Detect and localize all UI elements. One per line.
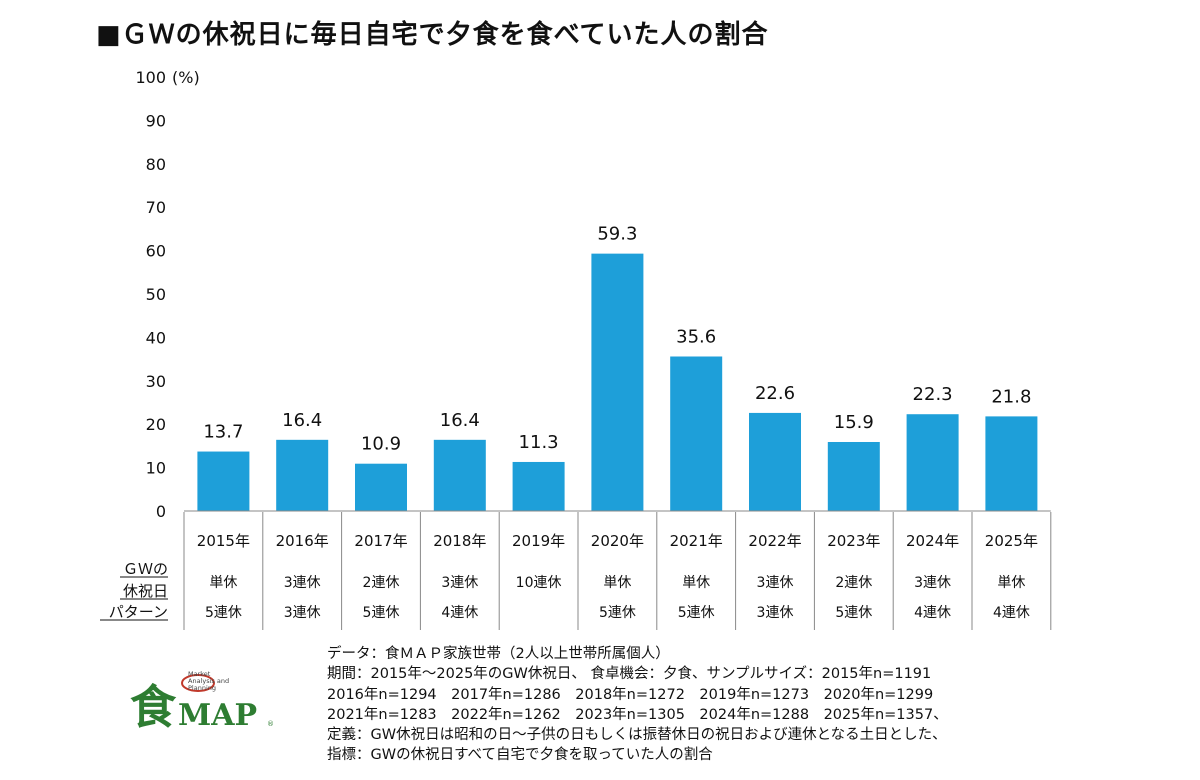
pattern-cell: 3連休 [284,575,321,591]
y-tick-label: 60 [146,242,166,261]
y-tick-label: 90 [146,111,166,130]
y-axis: 0 10 20 30 40 50 60 70 80 90 100 (%) [135,68,199,521]
logo-registered: ® [267,720,274,728]
bar-value-label: 22.6 [755,383,795,404]
pattern-cell: 3連休 [284,605,321,621]
x-tick-label: 2016年 [276,532,329,550]
pattern-cell: 4連休 [441,605,478,621]
y-tick-label: 80 [146,155,166,174]
pattern-cell: 5連休 [205,605,242,621]
bar [670,356,723,511]
pattern-cell: 5連休 [599,605,636,621]
x-tick-label: 2017年 [354,532,407,550]
pattern-header-label: ＧＷの [123,560,168,578]
x-tick-label: 2020年 [591,532,644,550]
bar [906,414,959,511]
page-title: ■ＧＷの休祝日に毎日自宅で夕食を食べていた人の割合 [96,20,769,50]
pattern-cell: 4連休 [993,605,1030,621]
y-tick-label: 50 [146,285,166,304]
bar-value-label: 11.3 [519,432,559,453]
y-tick-label: 100 [135,68,166,87]
pattern-cell: 5連休 [835,605,872,621]
y-tick-label: 10 [146,459,166,478]
pattern-cell: 5連休 [678,605,715,621]
logo-kanji: 食 [130,680,177,734]
pattern-cell: 2連休 [835,575,872,591]
pattern-cell: 単休 [209,575,237,591]
bar-value-label: 10.9 [361,434,401,455]
x-tick-label: 2024年 [906,532,959,550]
pattern-cell: 3連休 [757,605,794,621]
logo-tagline: Planning [188,684,216,692]
pattern-cell: 3連休 [914,575,951,591]
bar-chart: 0 10 20 30 40 50 60 70 80 90 100 (%) 13.7 16.4 10.9 16… [100,68,1052,630]
value-labels: 13.7 16.4 10.9 16.4 11.3 59.3 35.6 22.6 15.9 22.3… [203,224,1031,455]
bar-value-label: 13.7 [203,422,243,443]
logo-tagline: Market [188,670,211,678]
note-line: 2016年n=1294 2017年n=1286 2018年n=1272 2019… [327,686,934,703]
bar [591,253,644,511]
bar [276,439,329,511]
pattern-cell: 2連休 [363,575,400,591]
bar [355,463,407,511]
bar-value-label: 59.3 [597,224,637,245]
note-line: 指標：GWの休祝日すべて自宅で夕食を取っていた人の割合 [327,747,713,764]
note-line: データ：食ＭＡＰ家族世帯（2人以上世帯所属個人） [327,646,670,662]
bar [197,451,250,511]
bar-value-label: 22.3 [913,384,953,405]
pattern-cell: 4連休 [914,605,951,621]
y-tick-label: 0 [156,502,166,521]
pattern-cell: 3連休 [757,575,794,591]
bar-value-label: 21.8 [991,386,1031,407]
y-axis-unit: (%) [172,68,200,87]
source-notes: データ：食ＭＡＰ家族世帯（2人以上世帯所属個人） 期間：2015年～2025年の… [327,644,948,766]
y-tick-label: 40 [146,328,166,347]
note-line: 2021年n=1283 2022年n=1262 2023年n=1305 2024… [327,706,948,723]
shokumap-logo: 食 MAP ® Market Analysis and Planning [130,670,274,734]
bar-value-label: 15.9 [834,412,874,433]
x-tick-label: 2021年 [670,532,723,550]
y-tick-label: 20 [146,415,166,434]
pattern-header-label: パターン [109,603,168,621]
pattern-cell: 3連休 [441,575,478,591]
y-tick-label: 70 [146,198,166,217]
pattern-header-label: 休祝日 [123,582,168,600]
bar-value-label: 35.6 [676,326,716,347]
x-tick-label: 2015年 [197,532,250,550]
bar [749,412,801,511]
bar-value-label: 16.4 [282,410,322,431]
logo-tagline: Analysis and [188,677,229,685]
x-tick-label: 2018年 [433,532,486,550]
bar [512,461,565,511]
bar-value-label: 16.4 [440,410,480,431]
bars [197,253,1038,511]
y-tick-label: 30 [146,372,166,391]
bar [985,416,1038,511]
note-line: 期間：2015年～2025年のGW休祝日、 食卓機会：夕食、サンプルサイズ：20… [327,666,932,683]
x-tick-label: 2025年 [985,532,1038,550]
pattern-cell: 単休 [997,575,1025,591]
logo-swoosh [181,674,215,692]
bar [433,439,486,511]
pattern-cell: 5連休 [363,605,400,621]
x-tick-label: 2022年 [748,532,801,550]
pattern-cell: 単休 [682,575,710,591]
pattern-cell: 10連休 [516,575,562,591]
x-tick-label: 2023年 [827,532,880,550]
x-tick-label: 2019年 [512,532,565,550]
logo-text: MAP [178,698,257,733]
bar [827,441,880,511]
pattern-cell: 単休 [603,575,631,591]
note-line: 定義：GW休祝日は昭和の日～子供の日もしくは振替休日の祝日および連休となる土日と… [327,727,947,744]
